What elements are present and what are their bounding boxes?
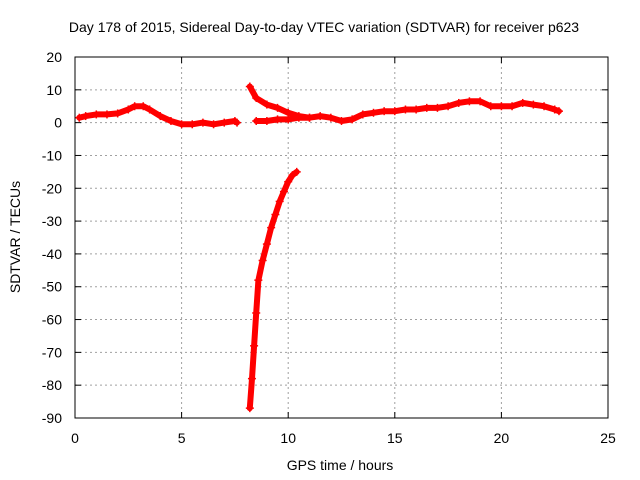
y-tick-label: -80 <box>42 377 62 393</box>
data-point-marker <box>245 404 254 413</box>
data-point-marker <box>554 107 563 116</box>
chart-title: Day 178 of 2015, Sidereal Day-to-day VTE… <box>69 19 579 35</box>
data-point-marker <box>279 187 288 196</box>
data-point-marker <box>220 118 229 127</box>
y-tick-label: -70 <box>42 344 62 360</box>
data-point-marker <box>444 102 453 111</box>
data-point-marker <box>254 276 263 285</box>
y-tick-label: -30 <box>42 213 62 229</box>
data-point-marker <box>337 116 346 125</box>
data-point-marker <box>245 82 254 91</box>
y-tick-label: -10 <box>42 147 62 163</box>
data-point-marker <box>177 120 186 129</box>
y-tick-label: -50 <box>42 279 62 295</box>
y-tick-label: -90 <box>42 410 62 426</box>
data-point-marker <box>433 103 442 112</box>
series-trace <box>246 83 313 121</box>
data-point-marker <box>294 113 303 122</box>
data-point-marker <box>348 115 357 124</box>
data-point-marker <box>465 97 474 106</box>
data-point-marker <box>252 116 261 125</box>
data-point-marker <box>81 112 90 121</box>
data-point-marker <box>156 112 165 121</box>
data-point-marker <box>454 98 463 107</box>
data-point-marker <box>252 308 261 317</box>
data-point-marker <box>369 108 378 117</box>
data-point-marker <box>422 103 431 112</box>
data-point-marker <box>145 105 154 114</box>
y-tick-label: 0 <box>54 115 62 131</box>
data-point-marker <box>262 240 271 249</box>
data-point-marker <box>233 118 242 127</box>
data-point-marker <box>209 120 218 129</box>
data-point-marker <box>267 223 276 232</box>
data-point-marker <box>166 116 175 125</box>
data-point-marker <box>358 110 367 119</box>
data-point-marker <box>508 102 517 111</box>
series-3 <box>252 97 563 125</box>
x-tick-label: 15 <box>387 430 403 446</box>
data-point-marker <box>518 98 527 107</box>
data-point-marker <box>326 113 335 122</box>
data-point-marker <box>284 115 293 124</box>
data-point-marker <box>124 105 133 114</box>
data-point-marker <box>198 118 207 127</box>
tick-layer: 0 5 10 15 20 25 -90 -80 -70 -60 -50 -40 -30 -20 -10 0 10… <box>42 49 616 446</box>
data-point-marker <box>75 113 84 122</box>
data-point-marker <box>247 374 256 383</box>
y-tick-label: -40 <box>42 246 62 262</box>
data-point-marker <box>540 102 549 111</box>
y-axis-title: SDTVAR / TECUs <box>7 181 23 293</box>
data-point-marker <box>113 109 122 118</box>
data-point-marker <box>412 105 421 114</box>
data-point-marker <box>497 102 506 111</box>
data-point-marker <box>271 210 280 219</box>
data-point-marker <box>262 100 271 109</box>
data-point-marker <box>102 110 111 119</box>
data-point-marker <box>292 167 301 176</box>
y-tick-label: 20 <box>46 49 62 65</box>
grid-layer <box>75 57 608 418</box>
data-point-marker <box>380 107 389 116</box>
data-point-marker <box>250 341 259 350</box>
y-tick-label: -60 <box>42 312 62 328</box>
data-point-marker <box>486 102 495 111</box>
data-point-marker <box>284 177 293 186</box>
x-tick-label: 20 <box>494 430 510 446</box>
data-point-marker <box>273 103 282 112</box>
data-point-marker <box>130 102 139 111</box>
plot-frame <box>74 56 609 419</box>
data-point-marker <box>262 116 271 125</box>
data-point-marker <box>252 94 261 103</box>
data-point-marker <box>273 115 282 124</box>
data-point-marker <box>550 105 559 114</box>
y-tick-label: -20 <box>42 180 62 196</box>
x-axis-title: GPS time / hours <box>287 457 394 473</box>
data-point-marker <box>288 171 297 180</box>
x-tick-label: 5 <box>178 430 186 446</box>
data-point-marker <box>275 197 284 206</box>
x-tick-label: 25 <box>600 430 616 446</box>
data-point-marker <box>390 107 399 116</box>
data-point-marker <box>305 113 314 122</box>
data-point-marker <box>92 110 101 119</box>
data-point-marker <box>258 256 267 265</box>
series-4 <box>245 167 301 413</box>
y-tick-label: 10 <box>46 82 62 98</box>
series-1 <box>75 102 242 129</box>
x-tick-label: 0 <box>71 430 79 446</box>
data-point-marker <box>188 120 197 129</box>
data-layer <box>75 82 563 413</box>
data-point-marker <box>529 100 538 109</box>
data-point-marker <box>139 102 148 111</box>
series-trace <box>246 168 300 412</box>
data-point-marker <box>476 97 485 106</box>
data-point-marker <box>316 112 325 121</box>
x-tick-label: 10 <box>280 430 296 446</box>
data-point-marker <box>401 105 410 114</box>
